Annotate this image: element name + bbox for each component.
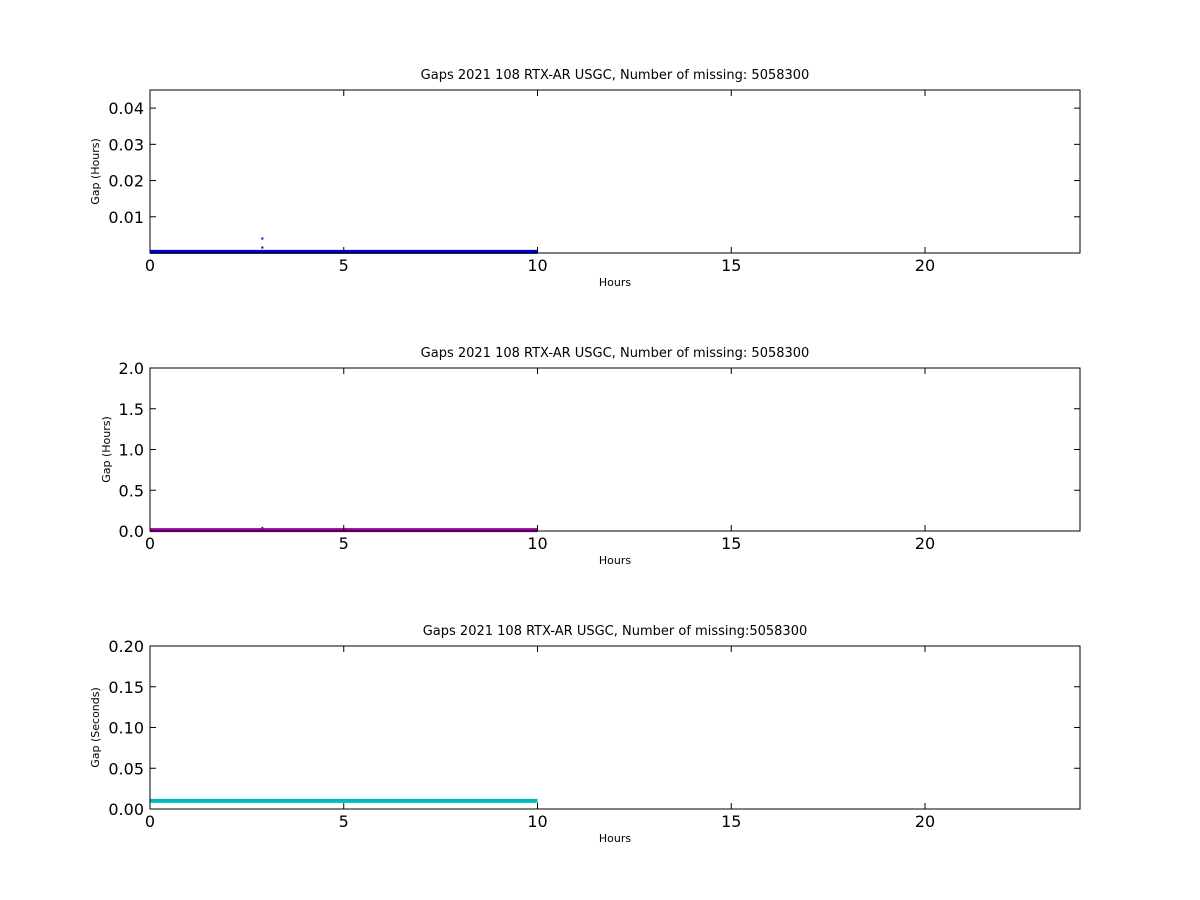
y-tick-label: 0.03 <box>108 135 144 154</box>
y-tick-label: 0.0 <box>119 522 144 541</box>
chart-panel-3: Gaps 2021 108 RTX-AR USGC, Number of mis… <box>89 624 1081 845</box>
x-tick-label: 10 <box>527 534 547 553</box>
chart-panel-2: Gaps 2021 108 RTX-AR USGC, Number of mis… <box>100 346 1081 567</box>
y-axis-label: Gap (Hours) <box>100 416 113 483</box>
x-axis-label: Hours <box>599 276 631 289</box>
x-tick-label: 5 <box>339 534 349 553</box>
x-tick-label: 0 <box>145 256 155 275</box>
y-tick-label: 0.01 <box>108 208 144 227</box>
data-point <box>261 246 264 249</box>
y-tick-label: 0.10 <box>108 719 144 738</box>
data-point <box>261 526 264 529</box>
plot-frame <box>149 645 1081 810</box>
x-tick-label: 5 <box>339 256 349 275</box>
chart-panel-1: Gaps 2021 108 RTX-AR USGC, Number of mis… <box>89 68 1081 289</box>
y-axis-label: Gap (Hours) <box>89 138 102 205</box>
x-tick-label: 0 <box>145 812 155 831</box>
y-tick-label: 1.5 <box>119 400 144 419</box>
x-tick-label: 5 <box>339 812 349 831</box>
y-tick-label: 0.20 <box>108 637 144 656</box>
y-tick-label: 0.04 <box>108 99 144 118</box>
x-tick-label: 20 <box>915 256 935 275</box>
chart-title: Gaps 2021 108 RTX-AR USGC, Number of mis… <box>423 624 808 639</box>
plot-frame <box>149 367 1081 532</box>
x-tick-label: 20 <box>915 812 935 831</box>
y-tick-label: 2.0 <box>119 359 144 378</box>
x-tick-label: 15 <box>721 534 741 553</box>
x-axis-label: Hours <box>599 554 631 567</box>
x-tick-label: 15 <box>721 256 741 275</box>
y-axis-label: Gap (Seconds) <box>89 687 102 768</box>
y-tick-label: 0.15 <box>108 678 144 697</box>
x-tick-label: 10 <box>527 256 547 275</box>
x-tick-label: 10 <box>527 812 547 831</box>
y-tick-label: 0.5 <box>119 481 144 500</box>
data-point <box>261 237 264 240</box>
y-tick-label: 0.05 <box>108 759 144 778</box>
y-tick-label: 1.0 <box>119 441 144 460</box>
chart-title: Gaps 2021 108 RTX-AR USGC, Number of mis… <box>421 346 810 361</box>
x-tick-label: 20 <box>915 534 935 553</box>
plot-frame <box>149 89 1081 254</box>
x-tick-label: 0 <box>145 534 155 553</box>
chart-title: Gaps 2021 108 RTX-AR USGC, Number of mis… <box>421 68 810 83</box>
x-axis-label: Hours <box>599 832 631 845</box>
y-tick-label: 0.02 <box>108 172 144 191</box>
y-tick-label: 0.00 <box>108 800 144 819</box>
x-tick-label: 15 <box>721 812 741 831</box>
